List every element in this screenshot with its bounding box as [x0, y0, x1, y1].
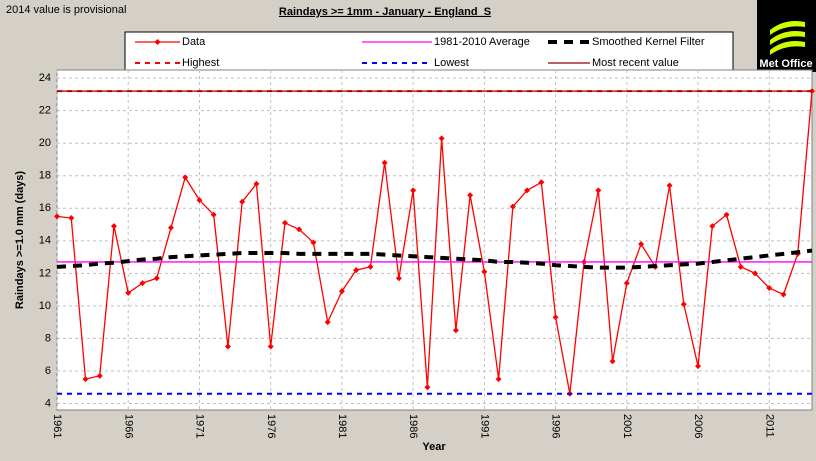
data-point	[82, 376, 89, 383]
plot-area	[56, 69, 813, 411]
data-point	[752, 270, 759, 277]
data-point	[467, 192, 474, 199]
x-tick-label: 1966	[122, 414, 134, 438]
data-point	[96, 372, 103, 379]
legend-label: Data	[182, 36, 206, 48]
y-tick-label: 18	[39, 170, 51, 182]
logo: Met Office	[757, 0, 816, 72]
data-point	[766, 284, 773, 291]
data-point	[281, 219, 288, 226]
x-tick-label: 1991	[478, 414, 490, 438]
x-tick-label: 1961	[51, 414, 63, 438]
data-point	[524, 187, 531, 194]
y-tick-label: 24	[39, 72, 51, 84]
y-tick-label: 10	[39, 300, 51, 312]
data-point	[695, 363, 702, 370]
data-point	[196, 197, 203, 204]
data-point	[538, 179, 545, 186]
data-point	[296, 226, 303, 233]
data-point	[338, 288, 345, 295]
x-tick-label: 1996	[550, 414, 562, 438]
legend-label: Highest	[182, 57, 219, 69]
logo-text: Met Office	[759, 58, 812, 70]
data-point	[153, 275, 160, 282]
data-point	[253, 180, 260, 187]
legend-label: Most recent value	[592, 57, 679, 69]
data-point	[367, 263, 374, 270]
logo-waves	[770, 21, 805, 55]
data-point	[224, 343, 231, 350]
y-tick-label: 20	[39, 137, 51, 149]
data-point	[54, 213, 60, 220]
y-tick-label: 12	[39, 267, 51, 279]
y-tick-label: 4	[45, 397, 51, 409]
data-point	[395, 275, 402, 282]
annotation: 2014 value is provisional	[6, 4, 126, 16]
x-axis-label: Year	[422, 441, 446, 453]
data-point	[481, 268, 488, 275]
legend-label: 1981-2010 Average	[434, 36, 530, 48]
legend-marker	[154, 39, 161, 45]
data-point	[680, 301, 687, 308]
data-point	[68, 215, 75, 222]
series-line	[56, 91, 813, 394]
y-axis-label: Raindays >=1.0 mm (days)	[14, 171, 26, 310]
x-tick-label: 2011	[763, 414, 775, 438]
y-tick-label: 16	[39, 202, 51, 214]
data-point	[623, 280, 630, 287]
data-point	[167, 224, 174, 231]
data-point	[495, 376, 502, 383]
data-point	[666, 182, 673, 189]
x-tick-label: 1981	[336, 414, 348, 438]
data-point	[139, 280, 146, 287]
data-point	[410, 187, 417, 194]
y-tick-label: 22	[39, 105, 51, 117]
data-point	[552, 314, 559, 321]
data-point	[125, 289, 132, 296]
data-point	[609, 358, 616, 365]
data-point	[424, 384, 431, 391]
x-tick-label: 2006	[692, 414, 704, 438]
x-tick-label: 1976	[265, 414, 277, 438]
data-point	[324, 319, 331, 326]
data-point	[595, 187, 602, 194]
data-point	[723, 211, 730, 218]
series-line	[56, 248, 813, 270]
legend-label: Smoothed Kernel Filter	[592, 36, 705, 48]
data-point	[210, 211, 217, 218]
data-point	[267, 343, 274, 350]
data-point	[239, 198, 246, 205]
data-point	[353, 267, 360, 274]
data-point	[452, 327, 459, 334]
legend-label: Lowest	[434, 57, 469, 69]
y-tick-label: 6	[45, 365, 51, 377]
data-point	[780, 291, 787, 298]
data-point	[638, 241, 645, 248]
data-point	[438, 135, 445, 142]
y-tick-label: 14	[39, 235, 51, 247]
y-tick-label: 8	[45, 332, 51, 344]
data-point	[509, 203, 516, 210]
data-point	[737, 263, 744, 270]
x-tick-label: 1971	[194, 414, 206, 438]
legend-box	[124, 31, 734, 75]
data-point	[182, 174, 189, 181]
x-tick-label: 1986	[407, 414, 419, 438]
chart-title: Raindays >= 1mm - January - England_S	[279, 6, 491, 18]
data-point	[381, 159, 388, 166]
data-point	[110, 223, 117, 230]
data-point	[310, 239, 317, 246]
x-tick-label: 2001	[621, 414, 633, 438]
data-point	[709, 223, 716, 230]
